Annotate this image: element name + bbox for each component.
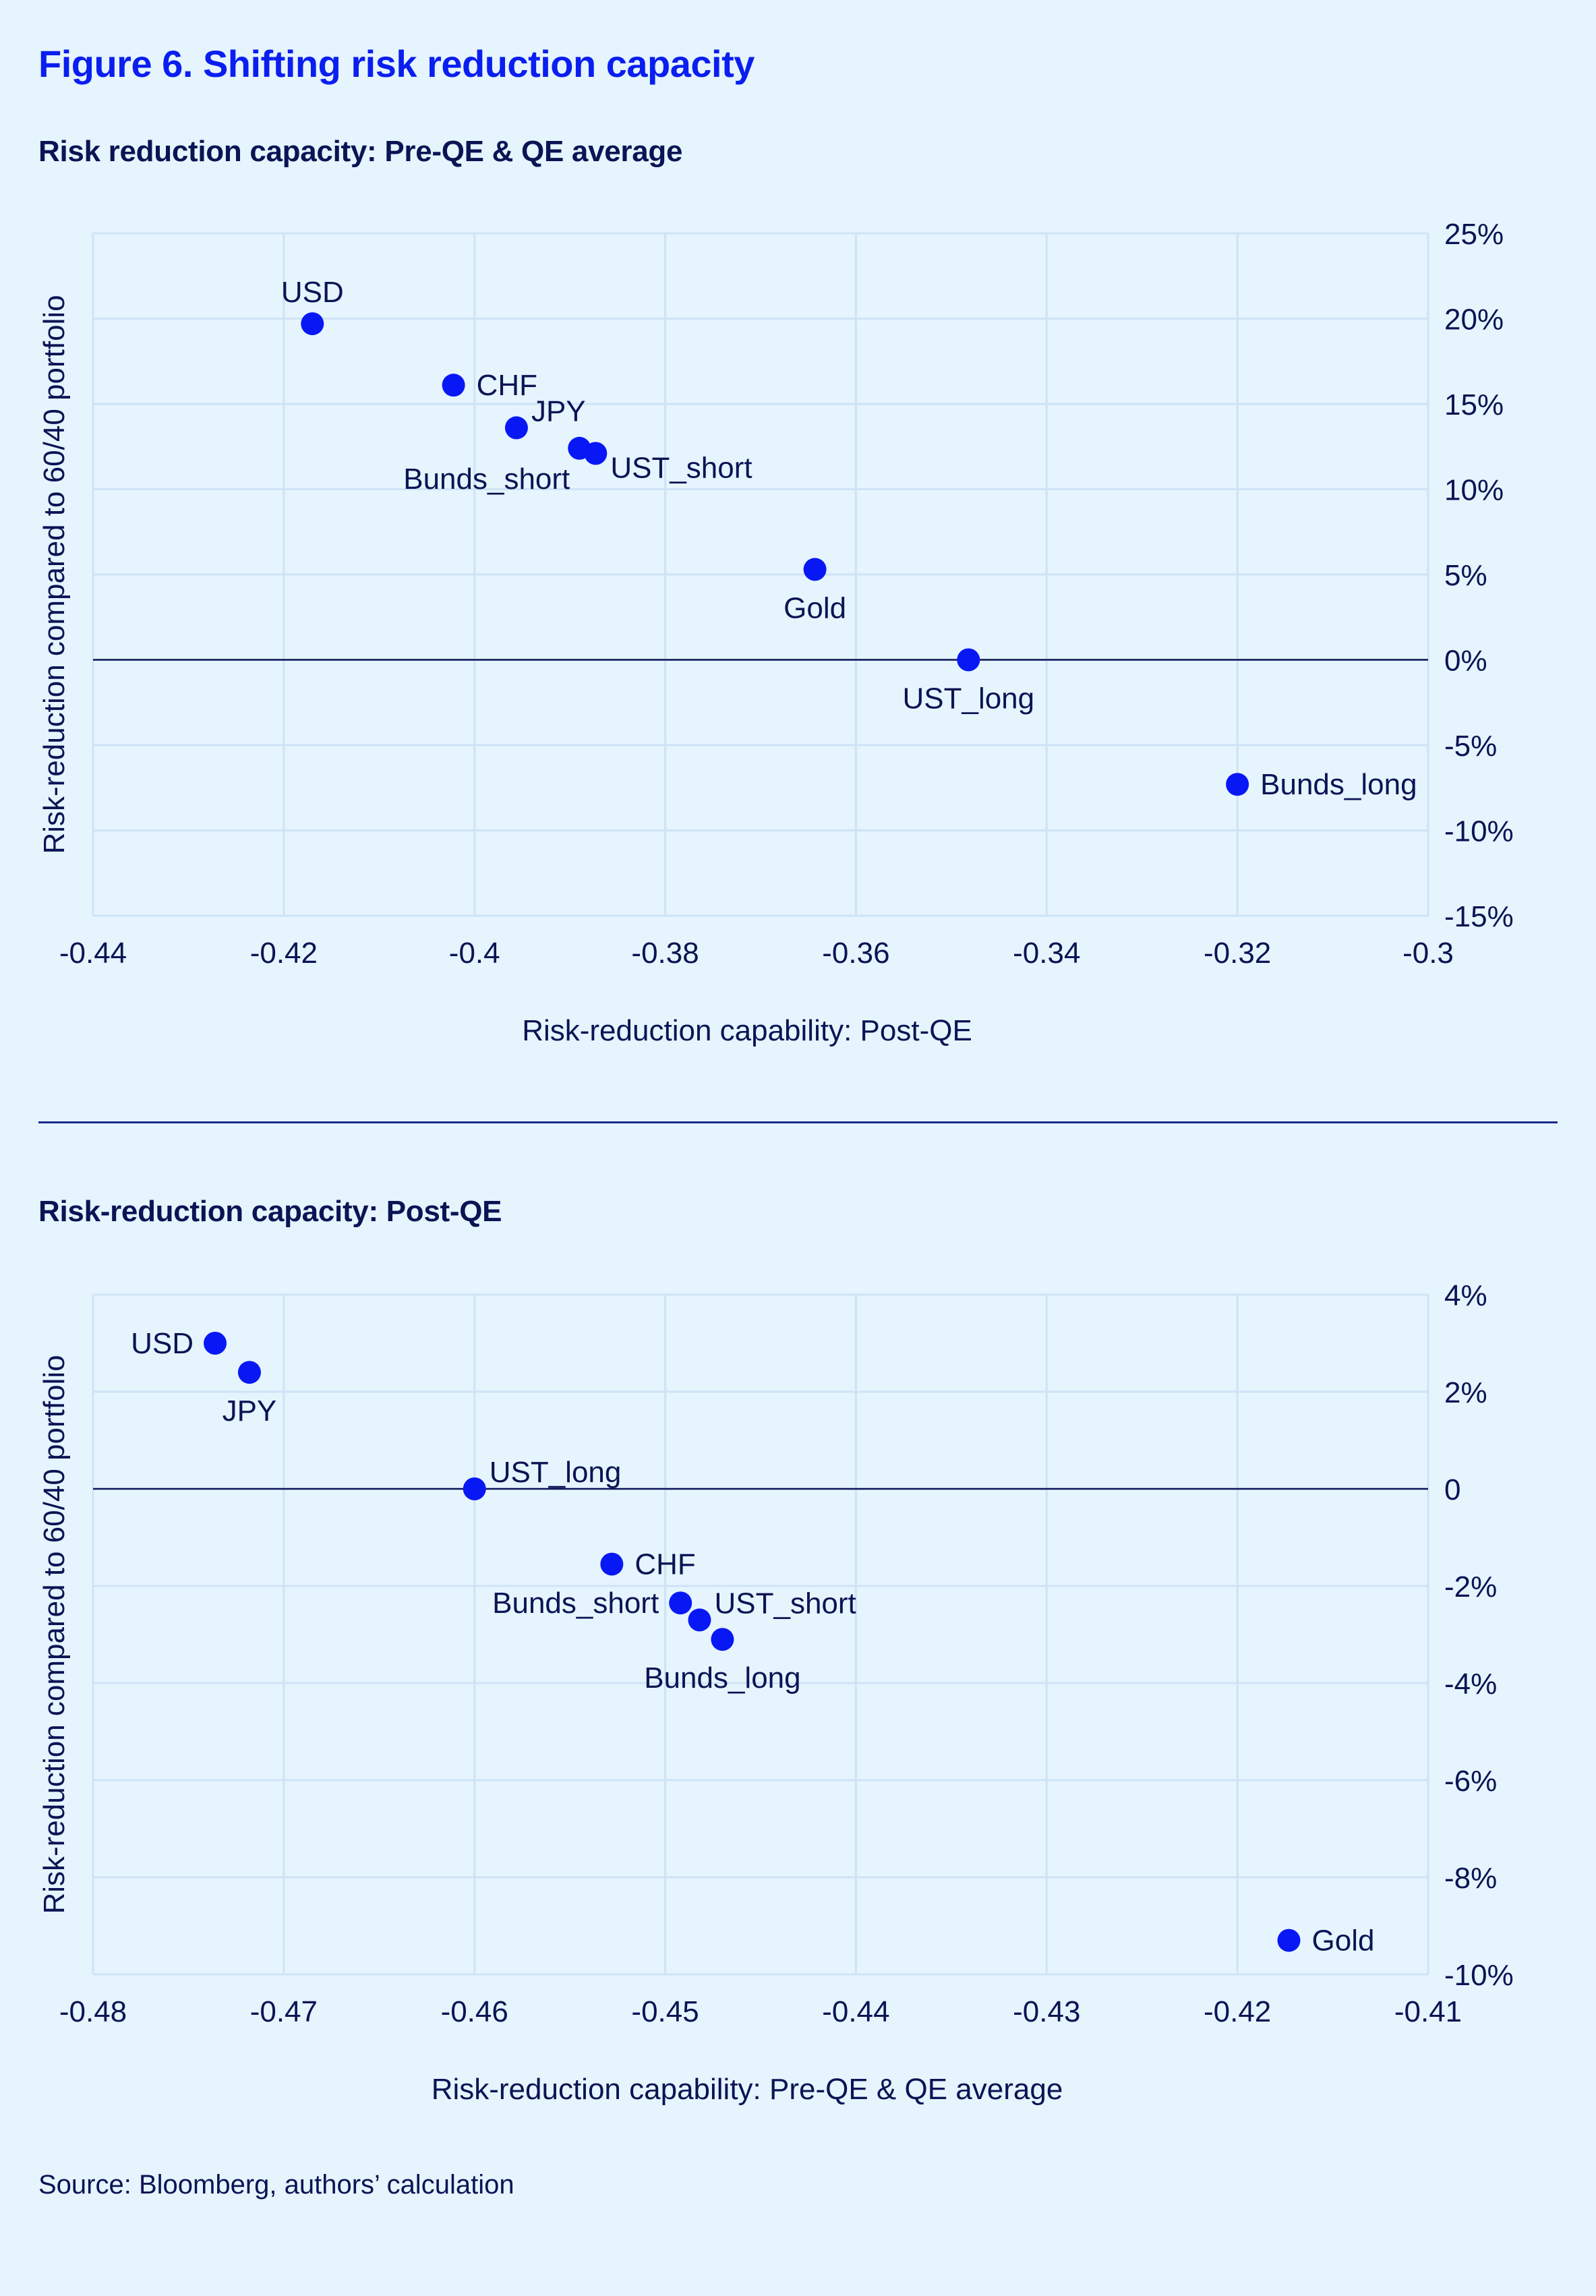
data-point-ust-short xyxy=(688,1608,711,1632)
y-tick-label: -15% xyxy=(1444,900,1514,933)
y-tick-label: 10% xyxy=(1444,474,1504,507)
y-tick-label: 25% xyxy=(1444,218,1504,251)
y-tick-label: -6% xyxy=(1444,1765,1497,1798)
data-point-label: UST_long xyxy=(902,682,1034,715)
y-tick-label: 20% xyxy=(1444,303,1504,336)
y-tick-label: -8% xyxy=(1444,1862,1497,1895)
x-tick-label: -0.41 xyxy=(1394,1995,1462,2028)
source-note: Source: Bloomberg, authors’ calculation xyxy=(38,2170,514,2200)
data-point-label: JPY xyxy=(531,394,586,428)
x-tick-label: -0.46 xyxy=(441,1995,508,2028)
data-point-label: Gold xyxy=(784,591,846,624)
data-point-label: UST_short xyxy=(714,1587,856,1620)
x-tick-label: -0.38 xyxy=(631,937,699,970)
x-tick-label: -0.44 xyxy=(822,1995,889,2028)
x-axis-title: Risk-reduction capability: Post-QE xyxy=(522,1014,972,1047)
x-tick-label: -0.42 xyxy=(250,937,318,970)
y-tick-label: 4% xyxy=(1444,1279,1487,1312)
x-tick-label: -0.34 xyxy=(1013,937,1080,970)
data-point-label: CHF xyxy=(477,369,537,402)
y-tick-label: 2% xyxy=(1444,1376,1487,1409)
y-axis-title: Risk-reduction compared to 60/40 portfol… xyxy=(38,1355,71,1914)
data-point-label: UST_long xyxy=(490,1456,622,1489)
y-tick-label: 0 xyxy=(1444,1473,1460,1506)
data-point-jpy xyxy=(504,416,528,440)
y-tick-label: -4% xyxy=(1444,1668,1497,1701)
data-point-bunds-long xyxy=(1226,773,1249,796)
figure-title: Figure 6. Shifting risk reduction capaci… xyxy=(38,42,755,85)
data-point-label: Bunds_long xyxy=(1260,768,1417,801)
data-point-ust-long xyxy=(957,648,980,672)
x-tick-label: -0.3 xyxy=(1402,937,1454,970)
data-point-label: Bunds_short xyxy=(403,463,570,496)
y-tick-label: 5% xyxy=(1444,559,1487,592)
y-axis-title: Risk-reduction compared to 60/40 portfol… xyxy=(38,295,71,854)
gridlines xyxy=(92,1293,1429,1976)
chart-1-title: Risk reduction capacity: Pre-QE & QE ave… xyxy=(38,135,683,168)
chart-2-scatter: -0.48 -0.47 -0.46 -0.45 -0.44 -0.43 -0.42 -0.41… xyxy=(38,1279,1514,2106)
chart-2-title: Risk-reduction capacity: Post-QE xyxy=(38,1195,502,1228)
x-tick-label: -0.4 xyxy=(449,937,500,970)
y-tick-label: 0% xyxy=(1444,645,1487,678)
data-point-gold xyxy=(803,558,827,581)
data-point-label: UST_short xyxy=(610,451,752,484)
y-tick-label: -5% xyxy=(1444,730,1497,763)
data-point-gold xyxy=(1277,1929,1301,1952)
data-point-label: Bunds_short xyxy=(492,1587,659,1620)
data-point-chf xyxy=(600,1552,624,1576)
data-point-label: USD xyxy=(281,276,344,309)
x-tick-label: -0.44 xyxy=(59,937,127,970)
x-tick-label: -0.47 xyxy=(250,1995,318,2028)
chart-1-scatter: -0.44 -0.42 -0.4 -0.38 -0.36 -0.34 -0.32 -0.3 25… xyxy=(38,218,1514,1047)
data-point-jpy xyxy=(237,1361,261,1384)
y-tick-label: 15% xyxy=(1444,388,1504,421)
data-point-ust-short xyxy=(584,442,608,465)
x-tick-label: -0.36 xyxy=(822,937,889,970)
x-tick-label: -0.48 xyxy=(59,1995,127,2028)
x-tick-label: -0.32 xyxy=(1204,937,1271,970)
x-tick-label: -0.45 xyxy=(631,1995,699,2028)
x-tick-label: -0.43 xyxy=(1013,1995,1080,2028)
data-point-bunds-short xyxy=(669,1591,692,1615)
section-divider xyxy=(38,1121,1558,1123)
data-point-chf xyxy=(442,374,465,397)
data-point-usd xyxy=(204,1332,227,1355)
data-point-label: CHF xyxy=(634,1548,695,1581)
y-tick-label: -10% xyxy=(1444,1959,1514,1992)
x-axis-title: Risk-reduction capability: Pre-QE & QE a… xyxy=(432,2073,1063,2106)
gridlines xyxy=(92,232,1429,917)
data-point-label: JPY xyxy=(223,1394,277,1427)
data-point-label: Gold xyxy=(1312,1924,1375,1958)
data-point-ust-long xyxy=(463,1477,486,1500)
data-point-usd xyxy=(301,312,324,336)
data-point-bunds-long xyxy=(711,1628,734,1651)
x-tick-label: -0.42 xyxy=(1204,1995,1271,2028)
y-tick-label: -2% xyxy=(1444,1570,1497,1603)
data-point-label: Bunds_long xyxy=(644,1661,800,1695)
y-tick-label: -10% xyxy=(1444,815,1514,848)
data-point-label: USD xyxy=(131,1327,194,1360)
